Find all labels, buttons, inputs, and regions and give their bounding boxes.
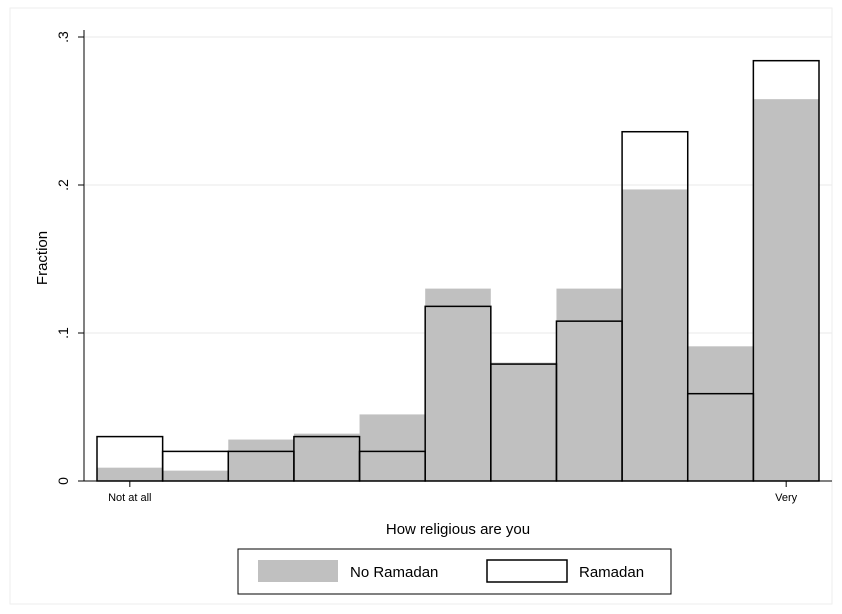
legend-swatch-no-ramadan (258, 560, 338, 582)
bar-no-ramadan (162, 470, 229, 481)
bar-no-ramadan (753, 99, 819, 481)
bar-no-ramadan (622, 189, 688, 481)
y-axis-title: Fraction (34, 231, 51, 285)
y-tick-label: 0 (55, 477, 71, 485)
bar-no-ramadan (228, 439, 294, 481)
legend: No Ramadan Ramadan (237, 548, 672, 595)
legend-label-ramadan: Ramadan (579, 564, 644, 581)
legend-label-no-ramadan: No Ramadan (350, 564, 438, 581)
bar-no-ramadan (490, 362, 557, 481)
bar-no-ramadan (425, 288, 491, 481)
y-tick-label: .2 (55, 179, 71, 191)
bar-no-ramadan (359, 414, 426, 481)
y-tick-label: .3 (55, 31, 71, 43)
outer-frame (9, 7, 833, 605)
x-tick-label: Not at all (108, 492, 151, 504)
y-tick-label: .1 (55, 327, 71, 339)
bar-no-ramadan (687, 346, 754, 481)
x-tick-label: Very (775, 492, 798, 504)
x-ticks: Not at all Very (108, 481, 798, 504)
x-axis-title: How religious are you (386, 521, 530, 538)
bar-no-ramadan (293, 433, 360, 481)
legend-swatch-ramadan (486, 559, 568, 583)
bar-no-ramadan (97, 467, 163, 481)
axes (83, 30, 832, 482)
bar-no-ramadan (556, 288, 623, 481)
y-ticks: 0 .1 .2 .3 (55, 31, 84, 485)
no-ramadan-bars (97, 99, 819, 481)
